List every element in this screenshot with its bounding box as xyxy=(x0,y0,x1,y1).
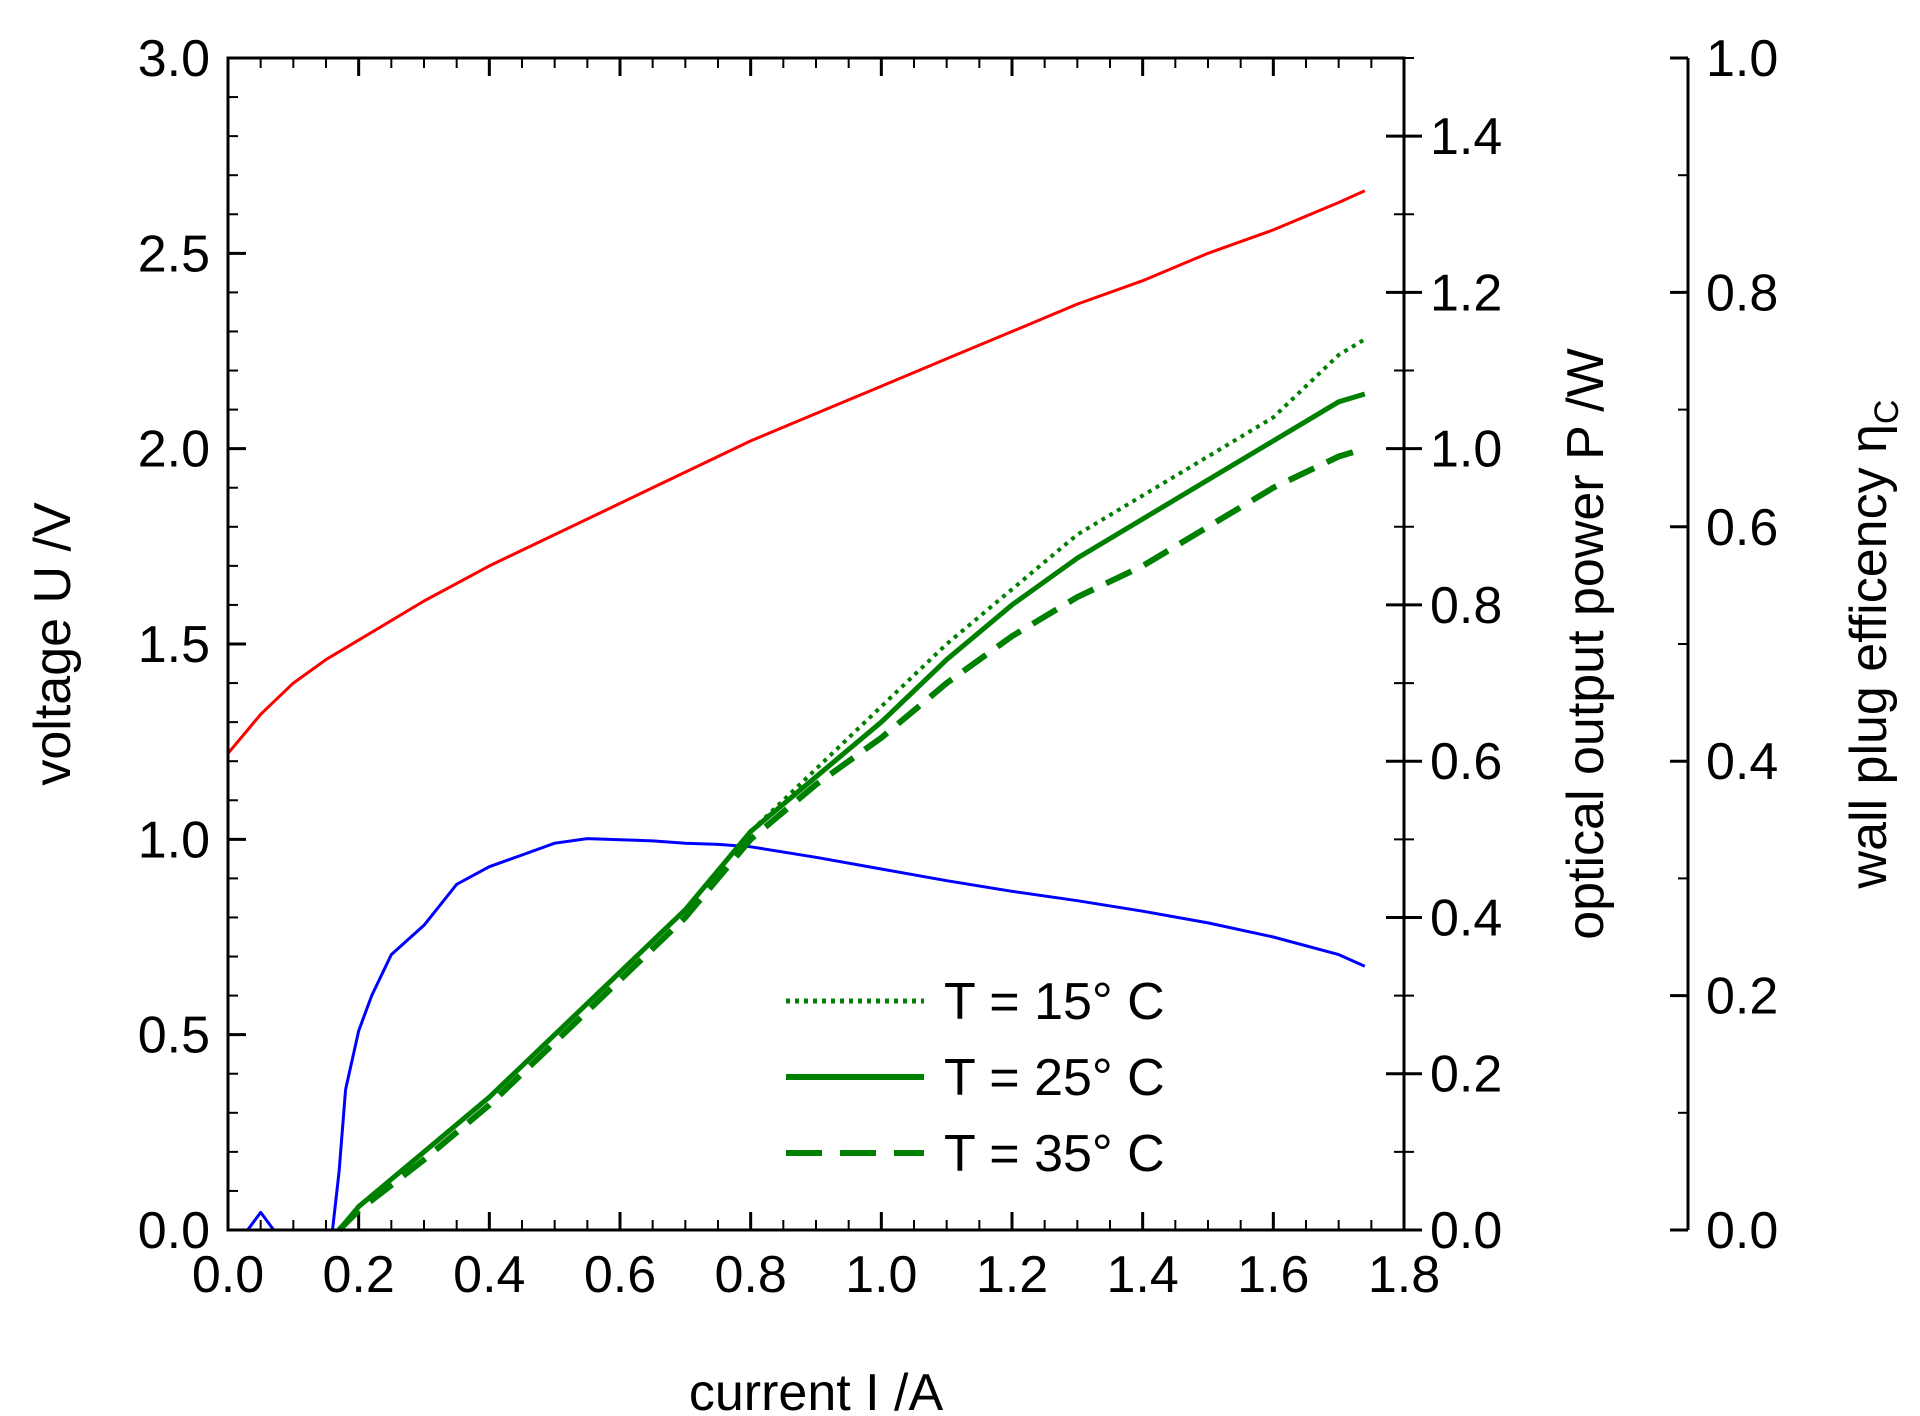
x-tick-label: 0.2 xyxy=(323,1246,395,1304)
legend-label-15: T = 15° C xyxy=(944,973,1165,1031)
y-left-tick-label: 3.0 xyxy=(138,30,210,88)
y-right2-title-sub: C xyxy=(1868,400,1906,425)
y-right1-tick-label: 0.2 xyxy=(1430,1046,1502,1104)
y-right1-tick-label: 0.4 xyxy=(1430,889,1502,947)
x-axis-title: current I /A xyxy=(689,1364,944,1416)
x-tick-label: 1.2 xyxy=(976,1246,1048,1304)
x-tick-label: 1.0 xyxy=(845,1246,917,1304)
y-left-axis-title: voltage U /V xyxy=(24,502,82,786)
y-left-tick-label: 0.5 xyxy=(138,1007,210,1065)
legend-label-35: T = 35° C xyxy=(944,1125,1165,1183)
x-tick-label: 1.8 xyxy=(1368,1246,1440,1304)
x-tick-label: 0.6 xyxy=(584,1246,656,1304)
series-line-voltage xyxy=(226,189,1366,755)
y-right2-tick-label: 0.0 xyxy=(1706,1202,1778,1260)
y-right2-tick-label: 0.2 xyxy=(1706,968,1778,1026)
x-tick-label: 0.4 xyxy=(453,1246,525,1304)
legend: T = 15° C T = 25° C T = 35° C xyxy=(786,973,1165,1183)
series-line-power_35 xyxy=(336,445,1366,1233)
y-right1-tick-label: 1.2 xyxy=(1430,264,1502,322)
series-line-power_15 xyxy=(337,337,1366,1232)
x-tick-label: 0.8 xyxy=(715,1246,787,1304)
x-tick-label: 1.6 xyxy=(1237,1246,1309,1304)
y-right2-tick-label: 0.6 xyxy=(1706,499,1778,557)
y-left-tick-label: 1.5 xyxy=(138,616,210,674)
y-right2-tick-label: 0.8 xyxy=(1706,264,1778,322)
y-right1-tick-label: 0.6 xyxy=(1430,733,1502,791)
x-tick-label: 0.0 xyxy=(192,1246,264,1304)
y-right1-tick-label: 1.4 xyxy=(1430,108,1502,166)
y-left-tick-label: 2.0 xyxy=(138,421,210,479)
tick-labels: 0.0 0.2 0.4 0.6 0.8 1.0 1.2 1.4 1.6 1.80.00.51.01… xyxy=(138,30,1779,1304)
y-right1-tick-label: 1.0 xyxy=(1430,421,1502,479)
y-right2-tick-label: 1.0 xyxy=(1706,30,1778,88)
y-left-tick-label: 0.0 xyxy=(138,1202,210,1260)
y-left-tick-label: 1.0 xyxy=(138,811,210,869)
plot-frame xyxy=(226,56,1406,1232)
y-right1-axis-title: optical output power P /W xyxy=(1557,348,1615,940)
y-left-tick-label: 2.5 xyxy=(138,225,210,283)
y-right1-tick-label: 0.8 xyxy=(1430,577,1502,635)
y-right2-title-main: wall plug efficency η xyxy=(1840,424,1898,889)
legend-label-25: T = 25° C xyxy=(944,1049,1165,1107)
series-line-power_25 xyxy=(337,391,1366,1232)
x-tick-label: 1.4 xyxy=(1107,1246,1179,1304)
y-right2-tick-label: 0.4 xyxy=(1706,733,1778,791)
y-right1-tick-label: 0.0 xyxy=(1430,1202,1502,1260)
y-right2-axis-title: wall plug efficency ηC xyxy=(1840,400,1906,890)
